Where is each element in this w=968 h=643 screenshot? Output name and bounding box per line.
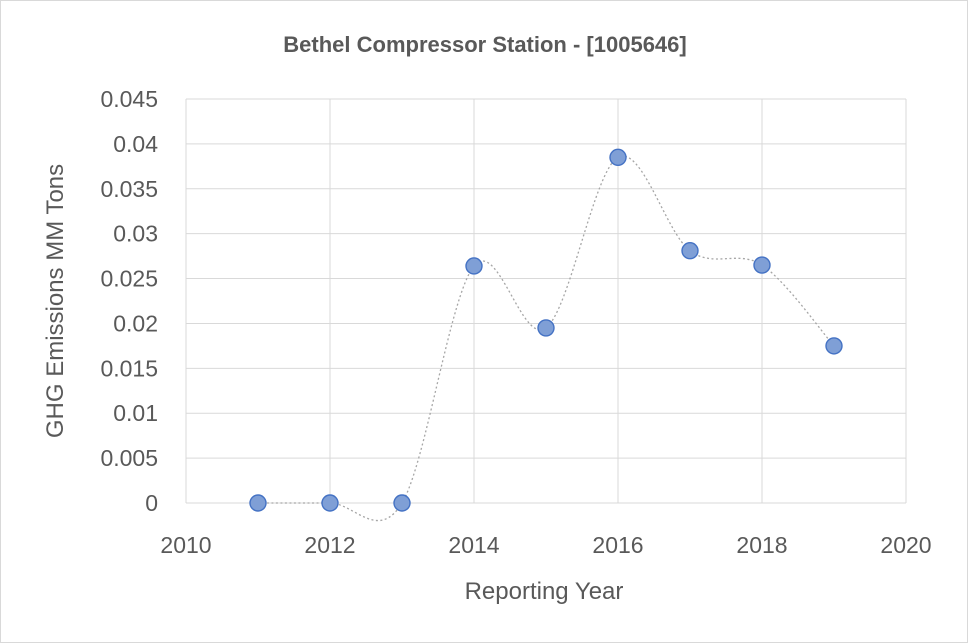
data-point-2015 (537, 319, 555, 337)
y-tick-label: 0.025 (100, 266, 158, 292)
y-tick-label: 0.01 (113, 400, 158, 426)
y-tick-label: 0.005 (100, 445, 158, 471)
x-axis-ticks: 2010 2012 2014 2016 2018 2020 (160, 532, 931, 558)
y-axis-label: GHG Emissions MM Tons (42, 164, 69, 438)
data-point-2011 (249, 494, 267, 512)
gridlines (185, 98, 907, 504)
y-tick-label: 0.02 (113, 310, 158, 336)
series-line (258, 155, 835, 522)
x-tick-label: 2010 (160, 532, 211, 558)
y-tick-label: 0.015 (100, 355, 158, 381)
y-axis-ticks: 0 0.005 0.01 0.015 0.02 0.025 0.03 0.035 0.04 0.0… (100, 86, 158, 516)
x-tick-label: 2018 (736, 532, 787, 558)
data-point-2019 (825, 337, 843, 355)
x-tick-label: 2020 (880, 532, 931, 558)
data-point-2018 (753, 256, 771, 274)
y-tick-label: 0.04 (113, 131, 158, 157)
data-point-2013 (393, 494, 411, 512)
y-tick-label: 0.03 (113, 221, 158, 247)
x-tick-label: 2016 (592, 532, 643, 558)
x-tick-label: 2014 (448, 532, 499, 558)
x-axis-label: Reporting Year (465, 578, 624, 605)
data-point-2014 (465, 257, 483, 275)
data-point-2016 (609, 148, 627, 167)
data-points (249, 148, 843, 512)
y-tick-label: 0.035 (100, 176, 158, 202)
data-point-2017 (681, 242, 699, 260)
y-tick-label: 0.045 (100, 86, 158, 112)
y-tick-label: 0 (145, 490, 158, 516)
data-point-2012 (321, 494, 339, 512)
chart-title: Bethel Compressor Station - [1005646] (283, 32, 686, 57)
x-tick-label: 2012 (304, 532, 355, 558)
